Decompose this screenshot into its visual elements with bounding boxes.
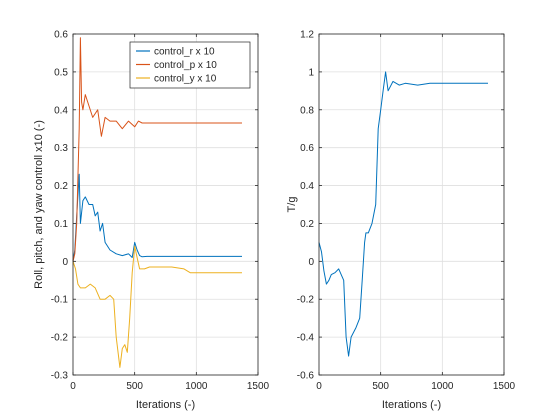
right-plot-series-line-tg (318, 71, 488, 357)
legend-entry-label: control_r x 10 (154, 47, 215, 58)
left-plot-x-tick-label: 500 (126, 381, 143, 392)
right-plot-ticks: 0 500 1000 1500 -0.6 -0.4 -0.2 0 0.2 0.4 0.6 0.8 1 1.… (297, 30, 516, 393)
legend-entry-label: control_y x 10 (154, 74, 217, 85)
left-plot-series-line-control-p-x-10 (72, 37, 242, 262)
right-plot-x-axis-label: Iterations (-) (382, 399, 441, 411)
left-plot-lines (72, 37, 242, 368)
left-plot-frame (72, 33, 259, 376)
left-plot-y-tick-label: 0.4 (54, 105, 68, 116)
right-plot-frame (318, 33, 505, 376)
legend-entry-label: control_p x 10 (154, 60, 217, 71)
right-plot-y-tick-label: 0 (308, 257, 314, 268)
right-plot-y-tick-label: 1 (308, 67, 314, 78)
left-plot-y-tick-label: 0.2 (54, 181, 68, 192)
left-plot-axes-box (72, 33, 259, 376)
right-plot-y-tick-label: 1.2 (300, 30, 314, 41)
left-plot-x-axis-label: Iterations (-) (136, 399, 195, 411)
left-plot-y-tick-label: -0.1 (51, 295, 69, 306)
left-plot: 0 500 1000 1500 -0.3 -0.2 -0.1 0 0.1 0.2 0.3 0.4 0.5… (33, 30, 270, 412)
left-plot-y-tick-label: 0.3 (54, 143, 68, 154)
right-plot-x-tick-label: 1500 (493, 381, 516, 392)
left-plot-y-tick-label: 0.5 (54, 67, 68, 78)
left-plot-series-line-control-r-x-10 (72, 173, 242, 262)
left-plot-y-tick-label: 0.1 (54, 219, 68, 230)
right-plot-y-axis-label: T/g (286, 197, 298, 213)
left-plot-series-line-control-y-x-10 (72, 245, 242, 368)
left-plot-y-tick-label: 0 (62, 257, 68, 268)
right-plot-x-tick-label: 1000 (431, 381, 454, 392)
right-plot-y-tick-label: 0.8 (300, 105, 314, 116)
left-plot-x-tick-label: 1500 (247, 381, 270, 392)
left-plot-y-tick-label: -0.3 (51, 371, 69, 382)
right-plot-y-tick-label: 0.4 (300, 181, 314, 192)
right-plot-y-tick-label: 0.6 (300, 143, 314, 154)
left-plot-ticks: 0 500 1000 1500 -0.3 -0.2 -0.1 0 0.1 0.2 0.3 0.4 0.5… (51, 30, 270, 393)
right-plot-y-tick-label: 0.2 (300, 219, 314, 230)
right-plot-x-tick-label: 500 (372, 381, 389, 392)
left-plot-y-tick-label: -0.2 (51, 333, 69, 344)
right-plot-y-tick-label: -0.4 (297, 333, 315, 344)
right-plot: 0 500 1000 1500 -0.6 -0.4 -0.2 0 0.2 0.4 0.6 0.8 1 1.… (286, 30, 516, 412)
right-plot-y-tick-label: -0.6 (297, 371, 315, 382)
left-plot-x-tick-label: 1000 (185, 381, 208, 392)
right-plot-x-tick-label: 0 (316, 381, 322, 392)
right-plot-axes-box (318, 33, 505, 376)
left-plot-y-axis-label: Roll, pitch, and yaw controll x10 (-) (33, 120, 45, 289)
right-plot-y-tick-label: -0.2 (297, 295, 315, 306)
left-plot-x-tick-label: 0 (70, 381, 76, 392)
right-plot-lines (318, 71, 488, 357)
legend: control_r x 10 control_p x 10 control_y x … (129, 41, 251, 89)
left-plot-y-tick-label: 0.6 (54, 30, 68, 41)
